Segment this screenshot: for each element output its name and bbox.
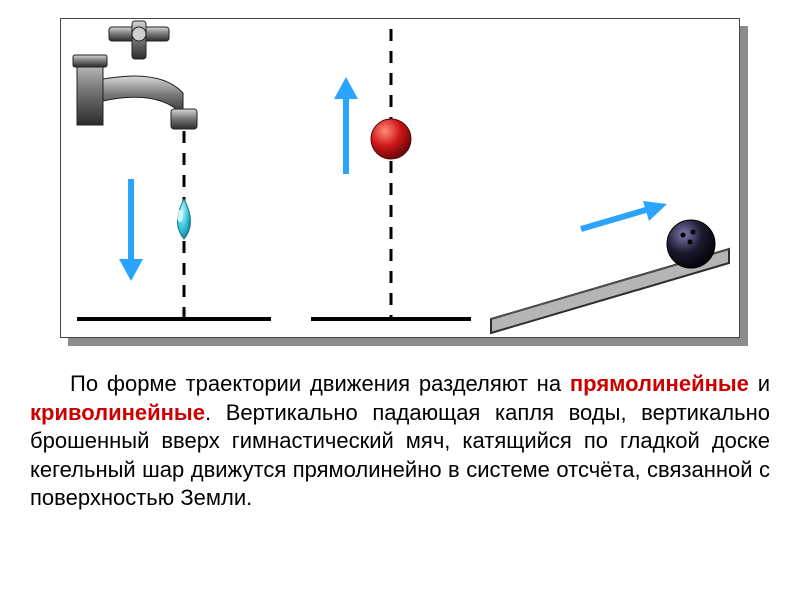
diagram-svg [61, 19, 741, 339]
arrow-ramp-icon [581, 201, 667, 229]
faucet-handle-cap [132, 27, 146, 41]
faucet-outlet [171, 109, 197, 129]
trajectory-diagram [60, 18, 740, 338]
ball-up-panel [311, 29, 471, 319]
ramp-panel [491, 201, 729, 333]
arrow-down-icon [119, 179, 143, 281]
caption-mid: и [749, 371, 770, 396]
red-ball-icon [371, 119, 411, 159]
arrow-up-icon [334, 77, 358, 174]
slide: По форме траектории движения разделяют н… [0, 0, 800, 600]
keyword-curvilinear: криволинейные [30, 400, 205, 425]
bowling-hole-2 [691, 230, 696, 235]
faucet-flange [73, 55, 107, 67]
drop-highlight [177, 210, 183, 222]
bowling-hole-3 [688, 240, 693, 245]
caption-prefix: По форме траектории движения разделяют н… [70, 371, 570, 396]
faucet-spout [103, 76, 183, 115]
diagram-wrap [60, 18, 740, 338]
bowling-hole-1 [681, 233, 686, 238]
keyword-linear: прямолинейные [570, 371, 749, 396]
faucet-panel [73, 21, 271, 319]
caption-text: По форме траектории движения разделяют н… [30, 370, 770, 513]
